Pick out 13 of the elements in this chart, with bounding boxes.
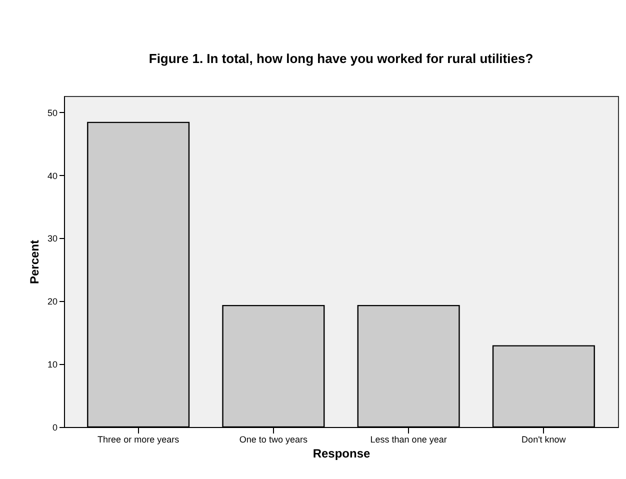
chart-title: Figure 1. In total, how long have you worked for rural utilities? — [148, 51, 534, 66]
y-tick-label: 50 — [47, 108, 58, 118]
y-tick-label: 10 — [47, 360, 58, 370]
y-axis-title: Percent — [27, 240, 42, 284]
y-tick-label: 30 — [47, 234, 58, 244]
x-tick-label: Less than one year — [370, 434, 447, 444]
y-tick-label: 0 — [52, 422, 58, 432]
x-tick-label: Three or more years — [98, 434, 180, 444]
x-tick-label: Don't know — [522, 434, 566, 444]
y-tick-label: 40 — [47, 170, 58, 181]
y-tick-label: 20 — [47, 296, 58, 307]
x-axis-title: Response — [312, 446, 370, 460]
x-tick-label: One to two years — [239, 434, 308, 444]
